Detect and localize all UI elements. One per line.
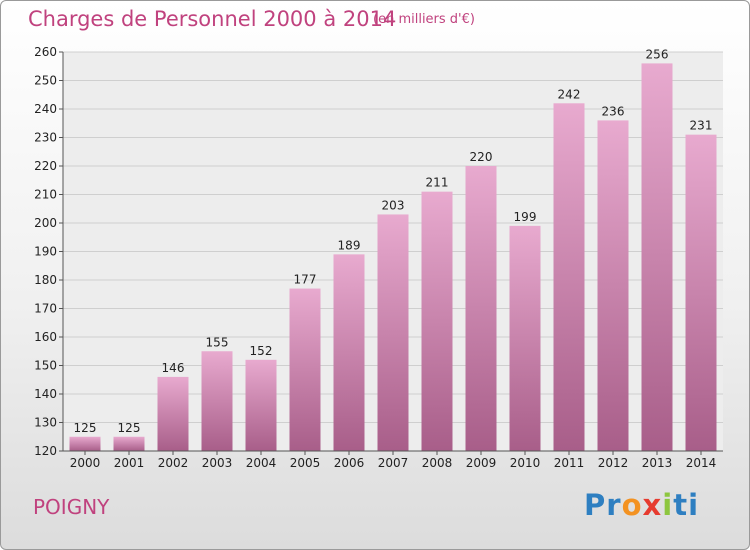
y-tick-label: 160	[34, 330, 57, 344]
x-tick-label: 2001	[114, 456, 145, 470]
bar	[201, 351, 233, 451]
bar-value-label: 211	[426, 176, 449, 190]
bars	[69, 63, 717, 452]
chart-subtitle: (en milliers d'€)	[373, 12, 475, 27]
bar	[333, 254, 365, 451]
y-tick-label: 200	[34, 216, 57, 230]
bar	[509, 225, 541, 451]
x-tick-label: 2011	[554, 456, 585, 470]
y-tick-label: 260	[34, 45, 57, 59]
bar-value-label: 199	[514, 210, 537, 224]
bar	[465, 166, 497, 451]
town-name: POIGNY	[33, 495, 110, 519]
bar	[113, 436, 145, 451]
bar	[685, 134, 717, 451]
bar-value-label: 125	[74, 421, 97, 435]
bar	[289, 288, 321, 451]
chart-title: Charges de Personnel 2000 à 2014	[28, 7, 397, 31]
bar	[157, 376, 189, 451]
x-tick-label: 2002	[158, 456, 189, 470]
bar-value-label: 125	[118, 421, 141, 435]
bar-value-label: 177	[294, 273, 317, 287]
y-tick-label: 240	[34, 102, 57, 116]
value-labels: 125 125 146 155 152 177 189 203 211 220 199 242 236 2…	[74, 47, 713, 434]
x-tick-label: 2009	[466, 456, 497, 470]
y-tick-label: 250	[34, 74, 57, 88]
y-tick-label: 230	[34, 131, 57, 145]
bar	[597, 120, 629, 452]
bar	[421, 191, 453, 451]
bar-value-label: 231	[690, 119, 713, 133]
bar-value-label: 146	[162, 361, 185, 375]
y-tick-label: 180	[34, 273, 57, 287]
y-tick-label: 190	[34, 245, 57, 259]
y-tick-label: 130	[34, 416, 57, 430]
logo-letter: i	[688, 488, 700, 522]
bar-value-label: 189	[338, 238, 361, 252]
logo-letter: x	[642, 488, 663, 522]
x-tick-label: 2000	[70, 456, 101, 470]
bar-value-label: 203	[382, 198, 405, 212]
x-tick-label: 2007	[378, 456, 409, 470]
axes: 120 130 140 150 160 170 180 190 200 210 220 230 240 2…	[34, 45, 723, 470]
x-tick-label: 2014	[686, 456, 717, 470]
x-tick-label: 2004	[246, 456, 277, 470]
x-tick-label: 2010	[510, 456, 541, 470]
bar-value-label: 256	[646, 47, 669, 61]
logo-letter: r	[606, 488, 622, 522]
bar-value-label: 236	[602, 104, 625, 118]
bar	[69, 436, 101, 451]
x-tick-label: 2013	[642, 456, 673, 470]
bar	[553, 103, 585, 452]
x-tick-label: 2003	[202, 456, 233, 470]
bar-value-label: 155	[206, 335, 229, 349]
logo-letter: i	[662, 488, 674, 522]
bar	[245, 359, 277, 451]
bar-chart: 120 130 140 150 160 170 180 190 200 210 220 230 240 2…	[34, 45, 723, 470]
y-tick-label: 220	[34, 159, 57, 173]
bar	[377, 214, 409, 451]
y-tick-label: 150	[34, 359, 57, 373]
y-tick-label: 120	[34, 444, 57, 458]
x-tick-label: 2006	[334, 456, 365, 470]
x-tick-label: 2012	[598, 456, 629, 470]
logo-letter: P	[584, 488, 607, 522]
proxiti-logo: Proxiti	[584, 488, 699, 522]
x-tick-label: 2005	[290, 456, 321, 470]
bar-value-label: 220	[470, 150, 493, 164]
x-tick-label: 2008	[422, 456, 453, 470]
bar-value-label: 152	[250, 344, 273, 358]
y-tick-label: 170	[34, 302, 57, 316]
bar-value-label: 242	[558, 87, 581, 101]
bar	[641, 63, 673, 452]
y-tick-label: 210	[34, 188, 57, 202]
logo-letter: t	[673, 488, 689, 522]
logo-letter: o	[621, 488, 643, 522]
y-tick-label: 140	[34, 387, 57, 401]
